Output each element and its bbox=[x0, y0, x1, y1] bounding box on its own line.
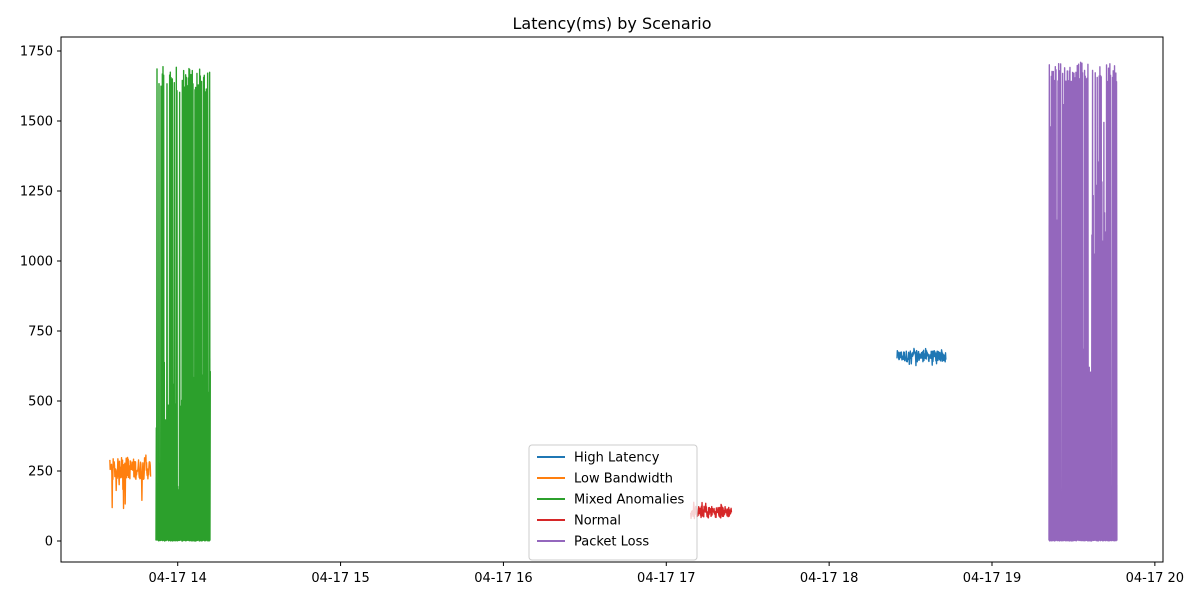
x-tick-label: 04-17 14 bbox=[148, 571, 206, 586]
legend: High Latency Low Bandwidth Mixed Anomalies… bbox=[528, 444, 698, 561]
y-tick-label: 0 bbox=[45, 535, 53, 550]
x-tick-label: 04-17 19 bbox=[963, 571, 1021, 586]
x-tick-label: 04-17 15 bbox=[311, 571, 369, 586]
series-line bbox=[109, 454, 152, 510]
series-line bbox=[155, 65, 211, 542]
x-tick-label: 04-17 17 bbox=[637, 571, 695, 586]
series-line bbox=[1048, 61, 1118, 542]
x-tick-label: 04-17 18 bbox=[800, 571, 858, 586]
y-axis: 0 250 500 750 1000 1250 1500 1750 bbox=[20, 45, 61, 550]
legend-box bbox=[528, 444, 698, 561]
legend-label: Low Bandwidth bbox=[574, 472, 673, 487]
legend-label: Packet Loss bbox=[574, 535, 649, 550]
x-tick-label: 04-17 20 bbox=[1126, 571, 1184, 586]
y-tick-label: 500 bbox=[28, 395, 53, 410]
y-tick-label: 1250 bbox=[20, 185, 53, 200]
x-tick-label: 04-17 16 bbox=[474, 571, 532, 586]
chart-title: Latency(ms) by Scenario bbox=[513, 14, 712, 33]
y-tick-label: 1000 bbox=[20, 255, 53, 270]
y-tick-label: 1750 bbox=[20, 45, 53, 60]
series-line bbox=[896, 347, 947, 367]
y-tick-label: 1500 bbox=[20, 115, 53, 130]
legend-label: High Latency bbox=[574, 451, 660, 466]
y-tick-label: 250 bbox=[28, 465, 53, 480]
legend-label: Normal bbox=[574, 514, 621, 529]
x-axis: 04-17 14 04-17 15 04-17 16 04-17 17 04-17 18… bbox=[148, 562, 1184, 586]
plot-frame bbox=[60, 36, 1164, 563]
legend-label: Mixed Anomalies bbox=[574, 493, 684, 508]
y-tick-label: 750 bbox=[28, 325, 53, 340]
